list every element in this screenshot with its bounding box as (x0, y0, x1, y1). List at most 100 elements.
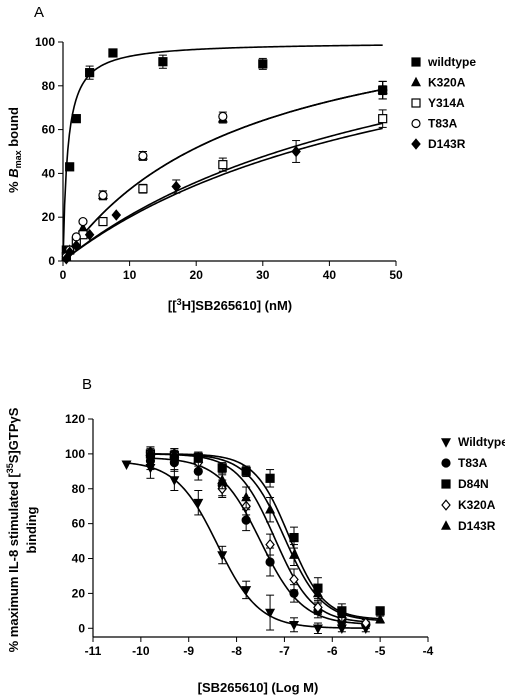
data-point-wildtype (258, 59, 268, 69)
data-point-k320a (313, 601, 323, 614)
data-point-wildtype (289, 620, 299, 631)
legend-marker-t83a (441, 458, 451, 468)
x-tick-label: -11 (85, 644, 102, 658)
fit-curve-d143r (62, 127, 383, 262)
legend-marker-wildtype (411, 57, 421, 67)
data-point-d143r (64, 246, 75, 258)
data-point-t83a (78, 216, 88, 227)
data-point-wildtype (71, 114, 81, 124)
legend-label-d84n: D84N (458, 477, 489, 491)
panel-a-axes: 0 10 20 30 40 50 0 20 40 60 80 100 (35, 35, 403, 282)
y-tick-label: 0 (48, 254, 55, 268)
fit-curve-t83a (62, 88, 383, 262)
data-point-d84n (241, 466, 251, 476)
data-point-wildtype (158, 57, 168, 67)
data-point-y314a (98, 216, 108, 227)
data-point-y314a (218, 160, 228, 170)
data-point-d143r (84, 228, 95, 241)
panel-b-fit-curves (126, 453, 381, 629)
x-tick-label: 0 (60, 268, 67, 282)
x-tick-label: 20 (190, 268, 204, 282)
fit-curve-wildtype (62, 44, 383, 262)
data-point-d143r (193, 453, 204, 463)
legend-marker-d84n (441, 479, 451, 489)
data-point-d143r (289, 549, 299, 559)
legend-marker-k320a (441, 499, 451, 511)
panel-a-binding-chart: A % Bmax bound [[3H]SB265610] (nM) 0 10 20… (6, 4, 476, 313)
data-point-wildtype (312, 624, 323, 634)
legend-label-d143r: D143R (458, 519, 496, 533)
x-tick-label: -6 (327, 644, 338, 658)
data-point-wildtype (65, 162, 75, 172)
y-tick-label: 20 (72, 586, 86, 600)
panel-b-y-axis-title-line2: binding (24, 506, 39, 553)
panel-b-axes: -11 -10 -9 -8 -7 -6 -5 -4 0 20 40 60 80 100 120 (65, 412, 434, 658)
data-point-d143r (336, 608, 347, 619)
data-point-y314a (138, 184, 148, 194)
legend-marker-k320a (411, 76, 421, 87)
x-tick-label: 40 (323, 268, 337, 282)
y-tick-label: 100 (35, 35, 55, 49)
data-point-t83a (218, 111, 228, 122)
panel-a-y-axis-title: % Bmax bound (6, 107, 23, 193)
legend-marker-d143r (441, 520, 451, 530)
data-point-wildtype (108, 48, 118, 58)
data-point-d143r (312, 587, 323, 598)
panel-a-data-points (61, 48, 388, 265)
panel-a-letter: A (34, 4, 44, 21)
data-point-d84n (265, 473, 275, 483)
data-point-wildtype (85, 68, 95, 78)
data-point-k320a (289, 573, 299, 586)
data-point-t83a (138, 151, 148, 161)
data-point-d84n (217, 463, 227, 473)
panel-b-x-axis-title: [SB265610] (Log M) (198, 680, 319, 695)
data-point-wildtype (217, 551, 228, 561)
data-point-t83a (265, 557, 275, 567)
data-point-wildtype (121, 460, 132, 471)
x-tick-label: 10 (123, 268, 137, 282)
data-point-t83a (289, 588, 299, 599)
legend-label-wildtype: Wildtype (458, 435, 505, 449)
legend-marker-wildtype (441, 438, 451, 448)
legend-marker-t83a (411, 118, 421, 129)
data-point-k320a (265, 538, 275, 551)
legend-label-t83a: T83A (458, 456, 488, 470)
x-tick-label: -9 (183, 644, 194, 658)
y-tick-label: 80 (42, 79, 56, 93)
data-point-wildtype (241, 586, 252, 596)
data-point-d143r (217, 474, 228, 484)
x-tick-label: -4 (423, 644, 434, 658)
panel-b-gtp-chart: B % maximum IL-8 stimulated [35S]GTPγS b… (5, 376, 505, 695)
data-point-d143r (241, 491, 252, 502)
data-point-d143r (375, 613, 386, 624)
panel-a-legend: wildtype K320A Y314A T83A D143R (411, 55, 476, 151)
panel-b-letter: B (82, 376, 92, 393)
legend-marker-d143r (411, 138, 421, 150)
y-tick-label: 40 (72, 552, 86, 566)
legend-label-t83a: T83A (428, 117, 458, 131)
legend-marker-y314a (411, 98, 421, 108)
legend-label-k320a: K320A (458, 498, 496, 512)
panel-b-data-points (121, 446, 386, 635)
x-tick-label: -7 (279, 644, 290, 658)
y-tick-label: 120 (65, 412, 85, 426)
data-point-d143r (145, 446, 156, 456)
y-tick-label: 60 (72, 517, 86, 531)
panel-b-legend: Wildtype T83A D84N K320A D143R (441, 435, 505, 533)
legend-label-wildtype: wildtype (427, 55, 476, 69)
data-point-t83a (98, 190, 108, 200)
data-point-d143r (111, 209, 122, 221)
legend-label-y314a: Y314A (428, 96, 465, 110)
data-point-d143r (171, 180, 182, 193)
data-point-d143r (377, 84, 388, 96)
legend-label-k320a: K320A (428, 76, 466, 90)
data-point-d84n (375, 606, 385, 616)
fit-curve-d84n (150, 453, 381, 620)
data-point-wildtype (169, 476, 180, 486)
panel-a-x-axis-title: [[3H]SB265610] (nM) (168, 297, 292, 313)
x-tick-label: 50 (389, 268, 403, 282)
data-point-d143r (291, 145, 301, 158)
x-tick-label: 30 (256, 268, 270, 282)
y-tick-label: 20 (42, 210, 56, 224)
